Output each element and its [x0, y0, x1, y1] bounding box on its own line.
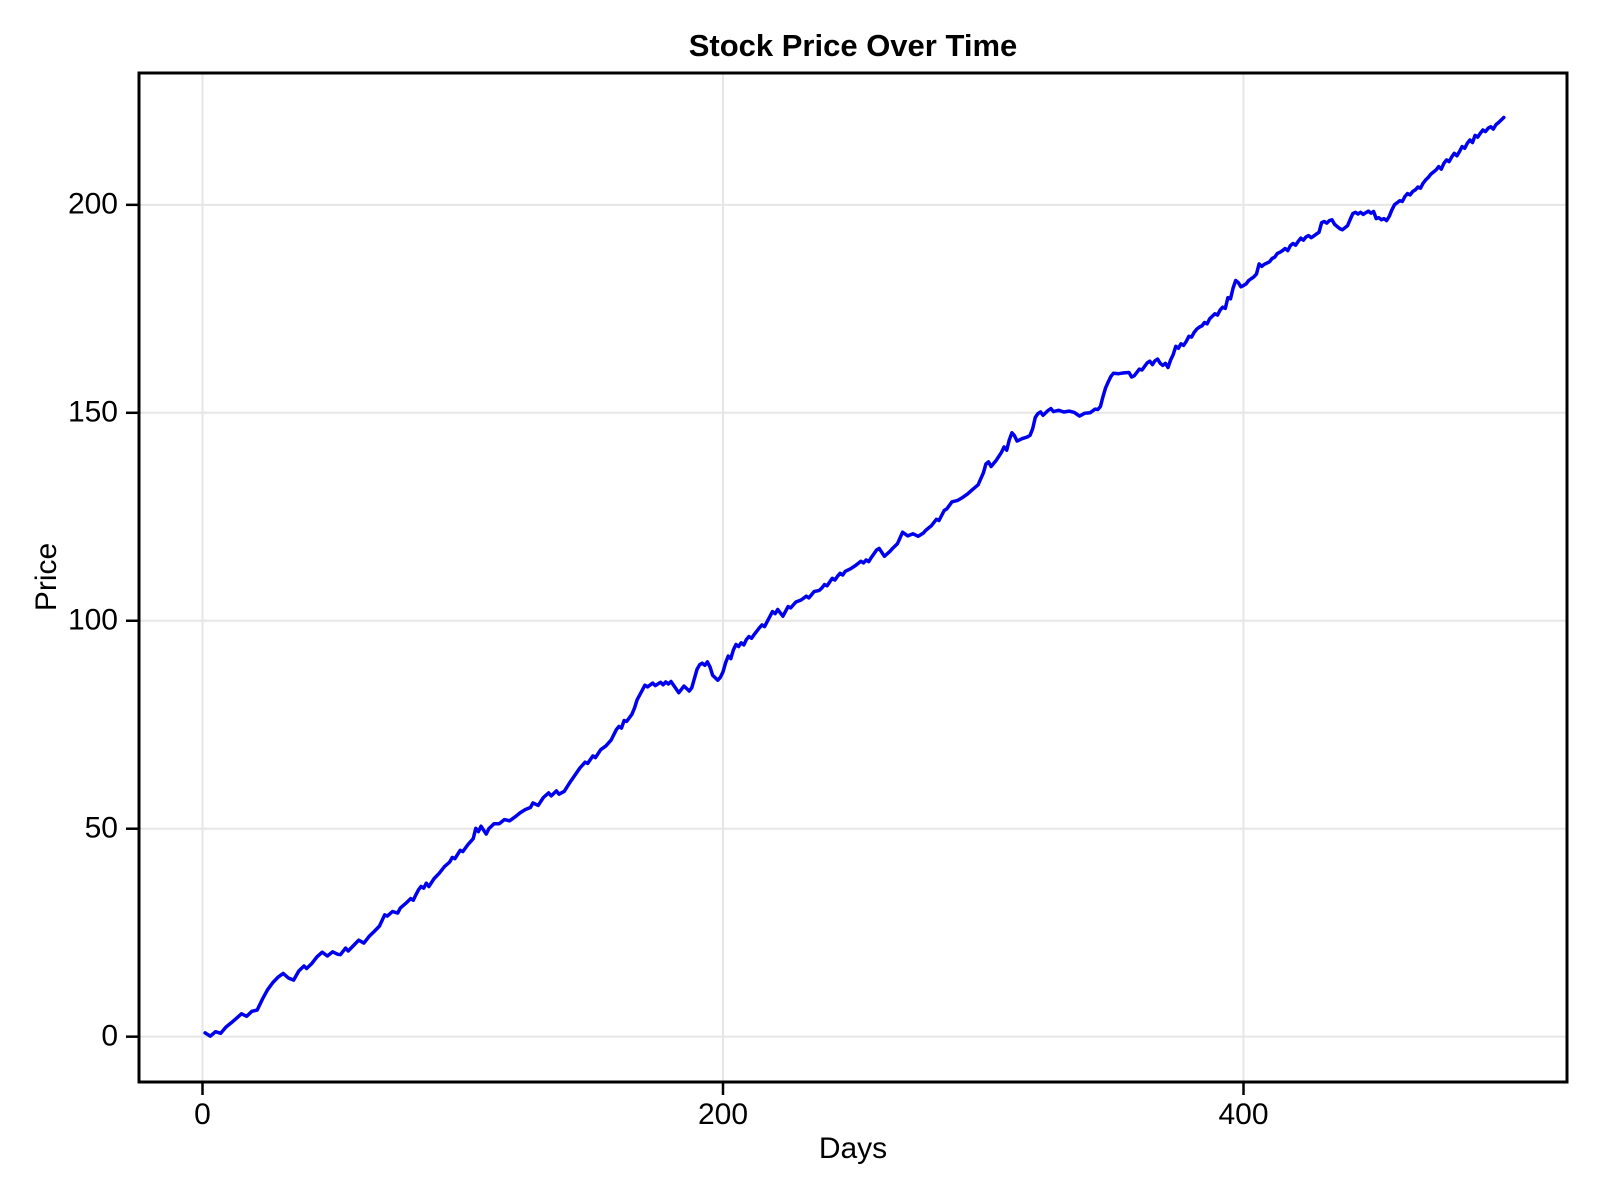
x-tick-label: 0 [194, 1098, 211, 1131]
y-axis-label: Price [30, 542, 63, 612]
plot-border [137, 71, 1569, 1084]
y-tick-label: 50 [84, 811, 118, 845]
price-line [203, 115, 1506, 1038]
x-tick-label: 200 [697, 1098, 749, 1131]
y-tick-label: 150 [67, 395, 118, 429]
y-tick-label: 200 [67, 187, 118, 221]
x-axis-label: Days [818, 1132, 888, 1165]
x-tick-label: 400 [1218, 1098, 1269, 1131]
chart-title: Stock Price Over Time [688, 28, 1018, 63]
y-tick-label: 100 [67, 603, 118, 637]
y-tick-label: 0 [101, 1018, 118, 1052]
